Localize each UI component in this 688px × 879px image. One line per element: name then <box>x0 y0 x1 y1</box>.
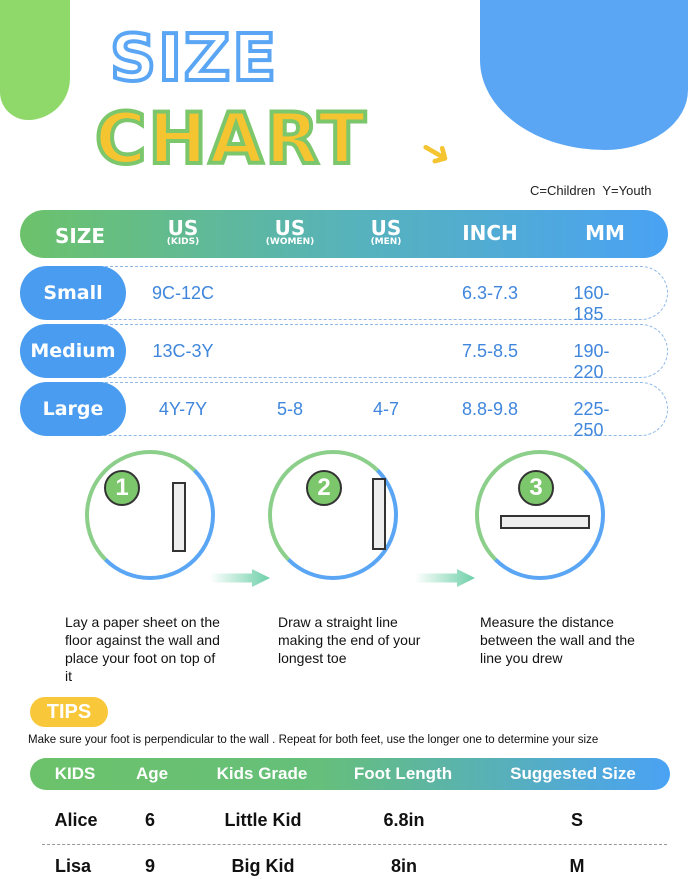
blue-blob-decoration <box>480 0 688 150</box>
text-label: 8.8-9.8 <box>461 399 519 419</box>
text-label: Big Kid <box>231 856 295 876</box>
ruler-icon <box>500 515 590 529</box>
text-label: 6 <box>144 810 156 830</box>
size-row-large: Large 4Y-7Y 5-8 4-7 8.8-9.8 225-250 <box>20 382 668 440</box>
text-label: SIZE <box>54 224 106 248</box>
text-label: Alice <box>54 810 98 830</box>
size-label: Small <box>20 266 126 320</box>
header-us-women: US (WOMEN) <box>266 218 314 247</box>
text-label: (WOMEN) <box>265 237 315 247</box>
row-divider <box>42 844 667 845</box>
text-label: 225-250 <box>573 399 610 440</box>
ruler-icon <box>372 478 386 550</box>
text-label: (MEN) <box>370 237 402 247</box>
tips-badge: TIPS <box>30 697 108 727</box>
size-legend: C=Children Y=Youth <box>530 183 652 198</box>
foot-against-ruler-icon <box>85 450 215 580</box>
header-inch: INCH <box>462 223 518 243</box>
size-row-small: Small 9C-12C 6.3-7.3 160-185 <box>20 266 668 324</box>
size-label: Large <box>20 382 126 436</box>
green-blob-decoration <box>0 0 70 120</box>
text-label: 9 <box>144 856 156 876</box>
text-label: Little Kid <box>224 810 302 830</box>
text-label: Suggested Size <box>510 764 636 783</box>
text-label: 4-7 <box>372 399 400 419</box>
example-table-header: KIDS Age Kids Grade Foot Length Suggeste… <box>30 758 670 790</box>
text-label: 13C-3Y <box>152 341 214 361</box>
size-row-medium: Medium 13C-3Y 7.5-8.5 190-220 <box>20 324 668 382</box>
text-label: Age <box>135 764 169 783</box>
text-label: Lisa <box>54 856 92 876</box>
text-label: US <box>370 216 402 240</box>
text-label: S <box>570 810 584 830</box>
text-label: 190-220 <box>573 341 610 382</box>
text-label: US <box>167 216 199 240</box>
decoration <box>80 266 668 320</box>
title-size: SIZE <box>108 20 279 98</box>
step-number: 1 <box>104 470 140 506</box>
text-label: (KIDS) <box>166 237 200 247</box>
size-label: Medium <box>20 324 126 378</box>
header-mm: MM <box>585 223 625 243</box>
decoration <box>80 382 668 436</box>
header-size: SIZE <box>55 226 105 246</box>
arrow-icon: ➜ <box>411 126 460 180</box>
text-label: INCH <box>462 221 518 245</box>
size-table-header: SIZE US (KIDS) US (WOMEN) US (MEN) INCH MM <box>20 210 668 258</box>
text-label: Kids Grade <box>216 764 308 783</box>
step-3-text: Measure the distance between the wall an… <box>480 614 635 666</box>
step-number: 2 <box>306 470 342 506</box>
decoration <box>80 324 668 378</box>
text-label: 4Y-7Y <box>158 399 208 419</box>
text-label: MM <box>585 221 625 245</box>
header-us-men: US (MEN) <box>371 218 402 247</box>
title-chart: CHART <box>93 96 368 182</box>
text-label: US <box>274 216 306 240</box>
text-label: Foot Length <box>353 764 453 783</box>
tips-text: Make sure your foot is perpendicular to … <box>28 734 599 746</box>
step-1-text: Lay a paper sheet on the floor against t… <box>65 614 220 684</box>
ruler-icon <box>172 482 186 552</box>
arrow-right-icon <box>210 569 270 587</box>
text-label: 8in <box>390 856 418 876</box>
step-number: 3 <box>518 470 554 506</box>
text-label: 9C-12C <box>151 283 215 303</box>
text-label: M <box>569 856 585 876</box>
text-label: 6.8in <box>383 810 425 830</box>
arrow-right-icon <box>415 569 475 587</box>
step-2-text: Draw a straight line making the end of y… <box>278 614 421 666</box>
text-label: 6.3-7.3 <box>461 283 519 303</box>
text-label: 5-8 <box>276 399 304 419</box>
text-label: KIDS <box>54 764 96 783</box>
text-label: 7.5-8.5 <box>461 341 519 361</box>
text-label: 160-185 <box>573 283 610 324</box>
header-us-kids: US (KIDS) <box>167 218 200 247</box>
